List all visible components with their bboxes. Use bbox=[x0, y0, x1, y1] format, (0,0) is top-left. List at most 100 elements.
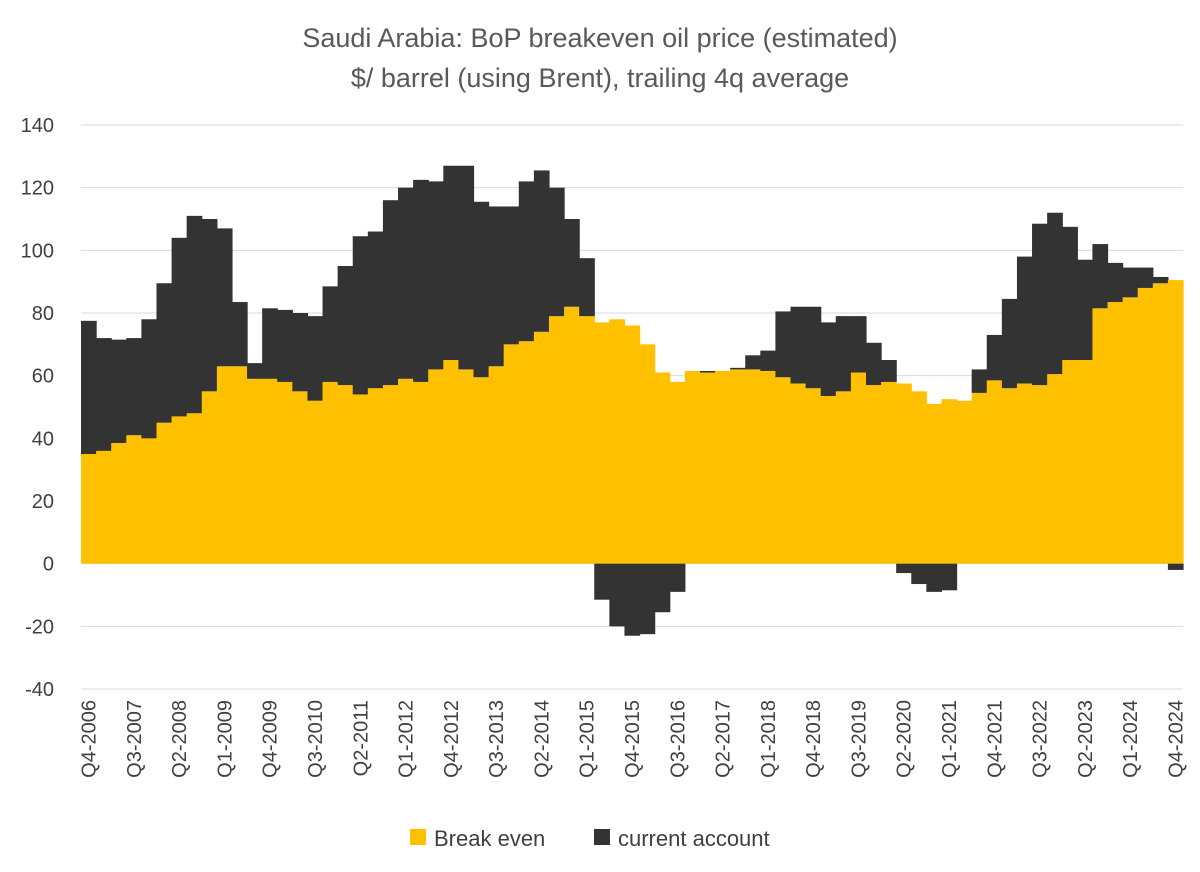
current-account-bar bbox=[277, 309, 293, 382]
current-account-bar bbox=[262, 308, 278, 379]
break-even-bar bbox=[684, 370, 701, 564]
break-even-bar bbox=[941, 399, 958, 564]
break-even-bar bbox=[775, 377, 792, 564]
current-account-bar bbox=[609, 563, 626, 627]
current-account-bar bbox=[1122, 267, 1139, 298]
break-even-bar bbox=[277, 381, 293, 564]
x-tick-label: Q3-2007 bbox=[124, 700, 146, 778]
break-even-bar bbox=[96, 450, 112, 564]
current-account-bar bbox=[458, 165, 475, 370]
y-tick-label: 60 bbox=[32, 366, 54, 388]
y-tick-label: -40 bbox=[25, 679, 54, 701]
break-even-bar bbox=[201, 391, 218, 564]
break-even-bar bbox=[352, 394, 369, 564]
break-even-bar bbox=[820, 396, 837, 564]
break-even-bar bbox=[156, 422, 173, 564]
current-account-bar bbox=[1032, 223, 1048, 386]
current-account-bar bbox=[186, 215, 203, 414]
current-account-bar bbox=[382, 200, 399, 386]
break-even-bar bbox=[428, 369, 444, 564]
x-tick-label: Q4-2024 bbox=[1166, 700, 1188, 778]
break-even-bar bbox=[1001, 388, 1018, 564]
break-even-bar bbox=[262, 378, 278, 564]
legend-swatch-current-account bbox=[594, 829, 610, 845]
break-even-bar bbox=[609, 319, 626, 564]
current-account-bar bbox=[1137, 267, 1154, 288]
current-account-bar bbox=[579, 258, 595, 317]
current-account-bar bbox=[503, 206, 520, 345]
break-even-bar bbox=[805, 388, 822, 564]
x-tick-label: Q2-2023 bbox=[1075, 700, 1097, 778]
break-even-bar bbox=[111, 443, 127, 564]
break-even-bar bbox=[518, 341, 535, 564]
break-even-bar bbox=[1032, 385, 1048, 564]
break-even-bar bbox=[790, 383, 807, 564]
x-tick-label: Q2-2011 bbox=[350, 700, 372, 776]
break-even-bar bbox=[231, 366, 248, 564]
break-even-bar bbox=[896, 383, 912, 564]
break-even-bar bbox=[669, 381, 686, 564]
x-tick-label: Q1-2009 bbox=[214, 700, 236, 778]
current-account-bar bbox=[790, 306, 807, 384]
break-even-bar bbox=[699, 372, 716, 564]
break-even-bar bbox=[443, 360, 459, 564]
break-even-bar bbox=[1016, 383, 1033, 564]
break-even-bar bbox=[126, 435, 142, 564]
current-account-bar bbox=[1077, 259, 1094, 360]
y-tick-label: 40 bbox=[32, 428, 54, 450]
x-tick-label: Q3-2010 bbox=[305, 700, 327, 778]
current-account-bar bbox=[247, 363, 263, 379]
y-axis: 140 120 100 80 60 40 20 0 -20 -40 bbox=[21, 115, 54, 701]
current-account-bar bbox=[775, 311, 792, 378]
break-even-bar bbox=[579, 316, 595, 564]
break-even-bar bbox=[760, 370, 777, 564]
x-axis: Q4-2006 Q3-2007 Q2-2008 Q1-2009 Q4-2009 Q3-20… bbox=[79, 700, 1188, 778]
current-account-bar bbox=[473, 201, 490, 378]
break-even-bar bbox=[488, 366, 505, 564]
y-tick-label: 80 bbox=[32, 303, 54, 325]
break-even-bar bbox=[141, 438, 158, 564]
x-tick-label: Q3-2013 bbox=[486, 700, 508, 778]
current-account-bar bbox=[352, 236, 369, 395]
break-even-bar bbox=[654, 372, 671, 564]
break-even-bar bbox=[835, 391, 852, 564]
current-account-bar bbox=[518, 181, 535, 342]
break-even-bar bbox=[533, 331, 550, 564]
break-even-bar bbox=[594, 322, 610, 564]
current-account-bar bbox=[307, 316, 324, 401]
legend-label-break-even: Break even bbox=[434, 826, 545, 851]
current-account-bar bbox=[896, 563, 912, 574]
current-account-bar bbox=[699, 370, 716, 373]
current-account-bar bbox=[111, 339, 127, 444]
x-tick-label: Q3-2016 bbox=[667, 700, 689, 778]
current-account-bar bbox=[1167, 563, 1184, 570]
current-account-bar bbox=[624, 563, 641, 636]
current-account-bar bbox=[654, 563, 671, 613]
chart-title: Saudi Arabia: BoP breakeven oil price (e… bbox=[302, 23, 897, 53]
break-even-bar bbox=[926, 403, 943, 564]
current-account-bar bbox=[337, 266, 354, 386]
current-account-bar bbox=[367, 231, 384, 389]
current-account-bar bbox=[141, 319, 158, 439]
current-account-bar bbox=[126, 338, 142, 436]
break-even-bar bbox=[881, 381, 897, 564]
break-even-bar bbox=[548, 316, 565, 564]
break-even-bar bbox=[247, 378, 263, 564]
break-even-bar bbox=[171, 416, 188, 564]
break-even-bar bbox=[458, 369, 475, 564]
current-account-bar bbox=[322, 286, 339, 382]
current-account-bar bbox=[881, 360, 897, 382]
break-even-bar bbox=[564, 306, 580, 564]
current-account-bar bbox=[730, 367, 746, 370]
x-tick-label: Q2-2008 bbox=[169, 700, 191, 778]
x-tick-label: Q1-2012 bbox=[396, 700, 418, 778]
break-even-bar bbox=[1122, 297, 1139, 564]
current-account-bar bbox=[201, 219, 218, 392]
x-tick-label: Q4-2015 bbox=[622, 700, 644, 778]
break-even-bar bbox=[322, 381, 339, 564]
break-even-bar bbox=[865, 385, 882, 564]
current-account-bar bbox=[865, 342, 882, 386]
x-tick-label: Q2-2017 bbox=[713, 700, 735, 778]
current-account-bar bbox=[1016, 256, 1033, 384]
